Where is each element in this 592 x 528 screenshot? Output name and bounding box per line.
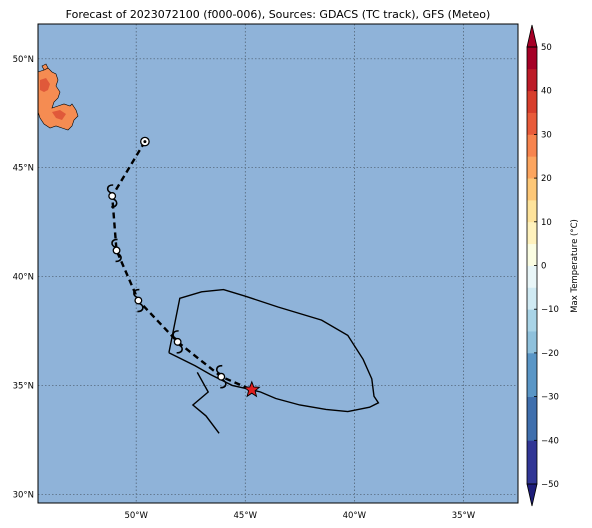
colorbar-band	[527, 352, 537, 376]
colorbar-tick-label: 10	[541, 218, 552, 228]
colorbar-tick-label: −10	[541, 305, 559, 315]
colorbar-band	[527, 243, 537, 266]
cyclone-marker	[133, 288, 144, 313]
colorbar-band	[527, 396, 537, 419]
colorbar-extend-max	[526, 24, 538, 48]
lat-tick-label: 30°N	[13, 490, 34, 500]
lon-tick-label: 45°W	[234, 511, 258, 521]
colorbar-extend-min	[526, 483, 538, 507]
land-islet	[41, 63, 49, 71]
latitude-labels: 50°N 45°N 40°N 35°N 30°N	[13, 55, 34, 500]
colorbar-label: Max Temperature (°C)	[570, 219, 580, 313]
current-position-star	[242, 380, 261, 398]
land-temperature-patch	[37, 63, 79, 131]
lon-tick-label: 50°W	[124, 511, 148, 521]
cyclone-marker	[172, 330, 183, 354]
colorbar-band	[527, 199, 537, 223]
cyclone-marker	[215, 364, 227, 389]
lat-tick-label: 35°N	[13, 381, 34, 391]
colorbar-band	[527, 309, 537, 332]
map-panel	[37, 23, 519, 504]
colorbar-tick-label: 40	[541, 87, 552, 97]
colorbar: 50 40 30 20 10 0 −10 −20 −30 −40 −50	[526, 24, 559, 507]
land-hot-zone	[52, 110, 66, 120]
colorbar-band	[527, 90, 537, 113]
colorbar-band	[527, 287, 537, 310]
colorbar-band	[527, 440, 537, 463]
lat-tick-label: 45°N	[13, 164, 34, 174]
colorbar-tick-label: 30	[541, 130, 552, 140]
cone-tail	[191, 372, 220, 434]
map-frame	[37, 23, 519, 504]
lon-tick-label: 40°W	[343, 511, 367, 521]
colorbar-tick-label: 0	[541, 262, 546, 272]
colorbar-band	[527, 462, 537, 485]
colorbar-band	[527, 156, 537, 179]
lon-tick-label: 35°W	[452, 511, 476, 521]
land-hot-zone	[40, 78, 50, 92]
colorbar-band	[527, 265, 537, 288]
graticule	[38, 24, 518, 503]
cyclone-marker	[106, 184, 118, 208]
colorbar-tick-label: −20	[541, 349, 559, 359]
storm-track	[106, 136, 261, 398]
colorbar-band	[527, 374, 537, 397]
colorbar-band	[527, 112, 537, 135]
colorbar-tick-label: −40	[541, 436, 559, 446]
colorbar-tick-label: −30	[541, 393, 559, 403]
longitude-labels: 50°W 45°W 40°W 35°W	[124, 511, 475, 521]
lat-tick-label: 40°N	[13, 273, 34, 283]
colorbar-tick-label: −50	[541, 480, 559, 490]
track-start-marker	[140, 136, 150, 147]
ocean-area	[38, 24, 518, 503]
colorbar-band	[527, 68, 537, 92]
colorbar-tick-label: 20	[541, 174, 552, 184]
colorbar-band	[527, 221, 537, 245]
colorbar-tick-label: 50	[541, 43, 552, 53]
colorbar-band	[527, 331, 537, 354]
map-title: Forecast of 2023072100 (f000-006), Sourc…	[66, 8, 491, 21]
colorbar-band	[527, 47, 537, 70]
colorbar-band	[527, 134, 537, 157]
colorbar-band	[527, 178, 537, 201]
colorbar-band	[527, 418, 537, 441]
cyclone-marker	[111, 238, 122, 263]
lat-tick-label: 50°N	[13, 55, 34, 65]
